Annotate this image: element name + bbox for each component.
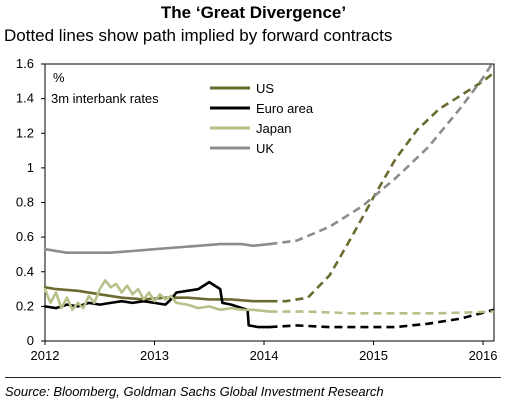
x-tick-label: 2016 [469, 348, 498, 363]
inner-label: 3m interbank rates [51, 91, 159, 106]
x-axis: 2012 2013 2014 2015 2016 [31, 341, 498, 363]
series-line-us-forward [269, 71, 495, 303]
x-tick-label: 2012 [31, 348, 60, 363]
y-tick-label: 0 [27, 333, 34, 348]
y-tick-label: 0.8 [16, 195, 34, 210]
y-tick-label: 1.2 [16, 125, 34, 140]
series-line-japan-actual [43, 279, 271, 313]
y-axis: 0 0.2 0.4 0.6 0.8 1 1.2 1.4 1.6 [16, 56, 45, 348]
series-line-euro-area-forward [269, 308, 495, 329]
x-tick-label: 2014 [250, 348, 279, 363]
unit-label: % [53, 70, 65, 85]
page-title: The ‘Great Divergence’ [160, 3, 347, 22]
legend-label-euro-area: Euro area [256, 101, 314, 116]
series-line-uk-actual [43, 242, 271, 254]
x-tick-label: 2015 [359, 348, 388, 363]
series-layer [43, 59, 496, 329]
y-tick-label: 0.4 [16, 264, 34, 279]
y-tick-label: 1.6 [16, 56, 34, 71]
y-tick-label: 1.4 [16, 91, 34, 106]
source-divider [5, 377, 501, 378]
page-subtitle: Dotted lines show path implied by forwar… [4, 26, 393, 45]
line-chart: 0 0.2 0.4 0.6 0.8 1 1.2 1.4 1.6 2012 2013 2014 2015… [16, 56, 498, 363]
legend: US Euro area Japan UK [210, 81, 314, 156]
legend-label-uk: UK [256, 141, 274, 156]
legend-label-japan: Japan [256, 121, 291, 136]
series-line-uk-forward [269, 59, 496, 246]
source-note: Source: Bloomberg, Goldman Sachs Global … [5, 384, 384, 399]
y-tick-label: 1 [27, 160, 34, 175]
x-tick-label: 2013 [140, 348, 169, 363]
series-line-us-actual [43, 286, 271, 303]
y-tick-label: 0.6 [16, 229, 34, 244]
legend-label-us: US [256, 81, 274, 96]
series-line-japan-forward [269, 310, 495, 315]
y-tick-label: 0.2 [16, 298, 34, 313]
